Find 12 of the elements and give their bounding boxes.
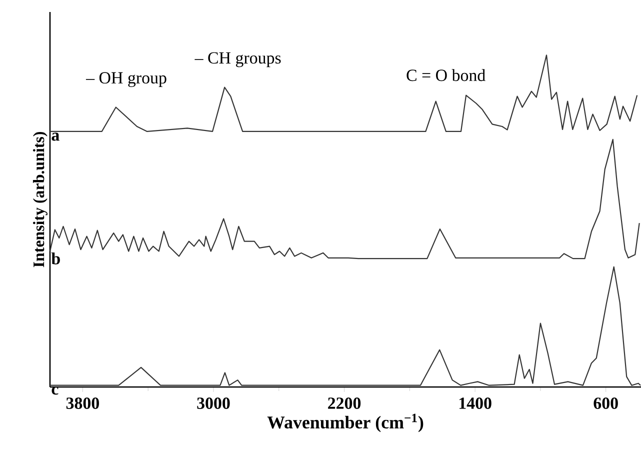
series-label: b (51, 252, 60, 264)
x-tick-label: 3800 (66, 398, 99, 409)
annotation: – CH groups (194, 52, 281, 68)
x-tick-label: 600 (594, 398, 618, 409)
y-axis-title: Intensity (arb.units) (32, 132, 48, 268)
annotation: – OH group (86, 72, 166, 88)
x-tick-label: 2200 (328, 398, 361, 409)
annotation: C = O bond (406, 69, 486, 82)
x-tick-label: 3000 (197, 398, 230, 409)
x-axis-title: Wavenumber (cm$^{−1}$) (267, 414, 424, 432)
series-label: a (52, 132, 60, 141)
x-tick-label: 1400 (459, 398, 492, 409)
